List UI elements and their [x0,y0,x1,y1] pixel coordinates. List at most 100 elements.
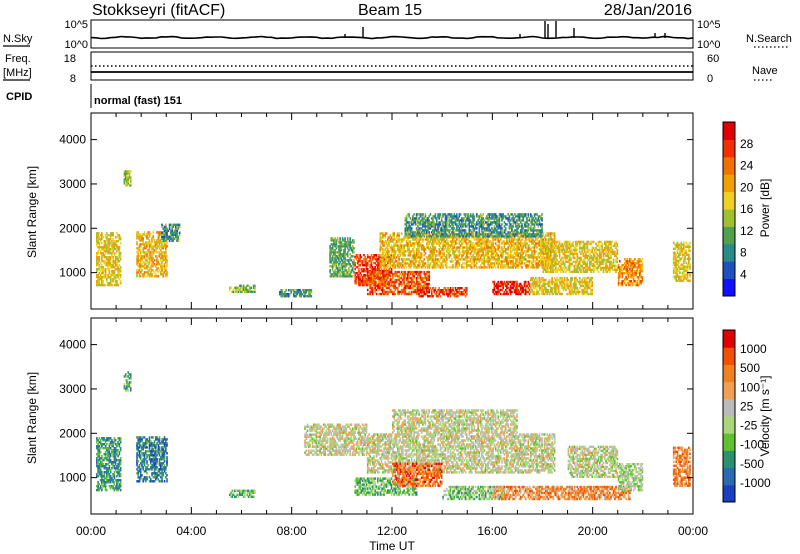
heatmap-cell [476,235,478,238]
heatmap-cell [117,270,119,273]
heatmap-cell [333,239,335,242]
heatmap-cell [375,258,378,261]
heatmap-cell [452,231,454,234]
heatmap-cell [438,223,441,226]
heatmap-cell [506,240,508,243]
heatmap-cell [551,280,553,284]
heatmap-cell [558,278,561,282]
heatmap-cell [478,233,481,236]
heatmap-cell [463,223,466,226]
heatmap-cell [439,252,442,255]
heatmap-cell [420,266,423,269]
heatmap-cell [378,264,380,267]
heatmap-cell [378,282,380,286]
heatmap-cell [524,215,527,218]
heatmap-cell [408,215,410,218]
heatmap-cell [492,213,494,216]
heatmap-cell [415,233,418,236]
heatmap-cell [492,248,494,251]
heatmap-cell [348,261,350,264]
heatmap-cell [439,295,442,298]
heatmap-cell [449,213,452,216]
heatmap-cell [393,292,395,296]
heatmap-cell [492,250,494,253]
heatmap-cell [538,276,541,280]
heatmap-cell [507,233,510,236]
heatmap-cell [96,256,98,259]
heatmap-cell [142,251,145,254]
heatmap-cell [552,286,555,290]
heatmap-cell [139,267,142,270]
heatmap-cell [519,231,522,234]
heatmap-cell [417,254,419,257]
heatmap-cell [112,234,114,237]
heatmap-cell [497,266,500,269]
heatmap-cell [535,213,537,216]
heatmap-cell [388,280,390,284]
heatmap-cell [555,292,557,296]
heatmap-cell [518,232,521,235]
heatmap-cell [474,231,477,234]
heatmap-cell [492,246,494,249]
heatmap-cell [392,258,394,261]
heatmap-cell [484,254,487,257]
heatmap-cell [409,227,412,230]
heatmap-cell [392,264,394,267]
heatmap-cell [450,231,453,234]
heatmap-cell [113,266,116,269]
heatmap-cell [481,231,483,234]
heatmap-cell [428,240,431,243]
heatmap-cell [537,264,540,267]
heatmap-cell [456,266,458,269]
heatmap-cell [463,266,466,269]
heatmap-cell [461,264,463,267]
heatmap-cell [478,252,481,255]
heatmap-cell [587,286,590,290]
heatmap-cell [488,256,491,259]
heatmap-cell [519,282,522,286]
heatmap-cell [412,256,414,259]
heatmap-cell [433,246,436,249]
heatmap-cell [440,231,443,234]
heatmap-cell [419,252,422,255]
heatmap-cell [380,262,383,265]
heatmap-cell [481,238,483,241]
heatmap-cell [435,242,438,245]
heatmap-cell [483,235,486,238]
heatmap-cell [400,250,403,253]
heatmap-cell [567,278,570,282]
heatmap-cell [380,268,383,271]
heatmap-cell [109,242,112,245]
heatmap-cell [420,244,423,247]
heatmap-cell [514,242,517,245]
heatmap-cell [126,182,128,185]
heatmap-cell [429,262,432,265]
heatmap-cell [373,274,375,277]
heatmap-cell [244,288,246,291]
heatmap-cell [165,231,167,234]
heatmap-cell [493,215,496,218]
heatmap-cell [392,246,394,249]
heatmap-cell [425,246,428,249]
heatmap-cell [439,258,442,261]
heatmap-cell [536,284,538,288]
heatmap-cell [395,264,398,267]
heatmap-cell [404,227,407,230]
heatmap-cell [351,275,354,278]
heatmap-cell [148,239,151,242]
heatmap-cell [432,240,434,243]
heatmap-cell [532,219,535,222]
heatmap-cell [161,269,163,272]
heatmap-cell [479,225,482,228]
heatmap-cell [163,239,166,242]
heatmap-cell [481,244,483,247]
heatmap-cell [541,217,543,220]
heatmap-cell [116,280,118,283]
heatmap-cell [496,262,498,265]
heatmap-cell [535,286,537,290]
heatmap-cell [578,278,581,282]
heatmap-cell [409,242,412,245]
heatmap-cell [104,264,107,267]
heatmap-cell [119,236,122,239]
heatmap-cell [518,225,521,228]
